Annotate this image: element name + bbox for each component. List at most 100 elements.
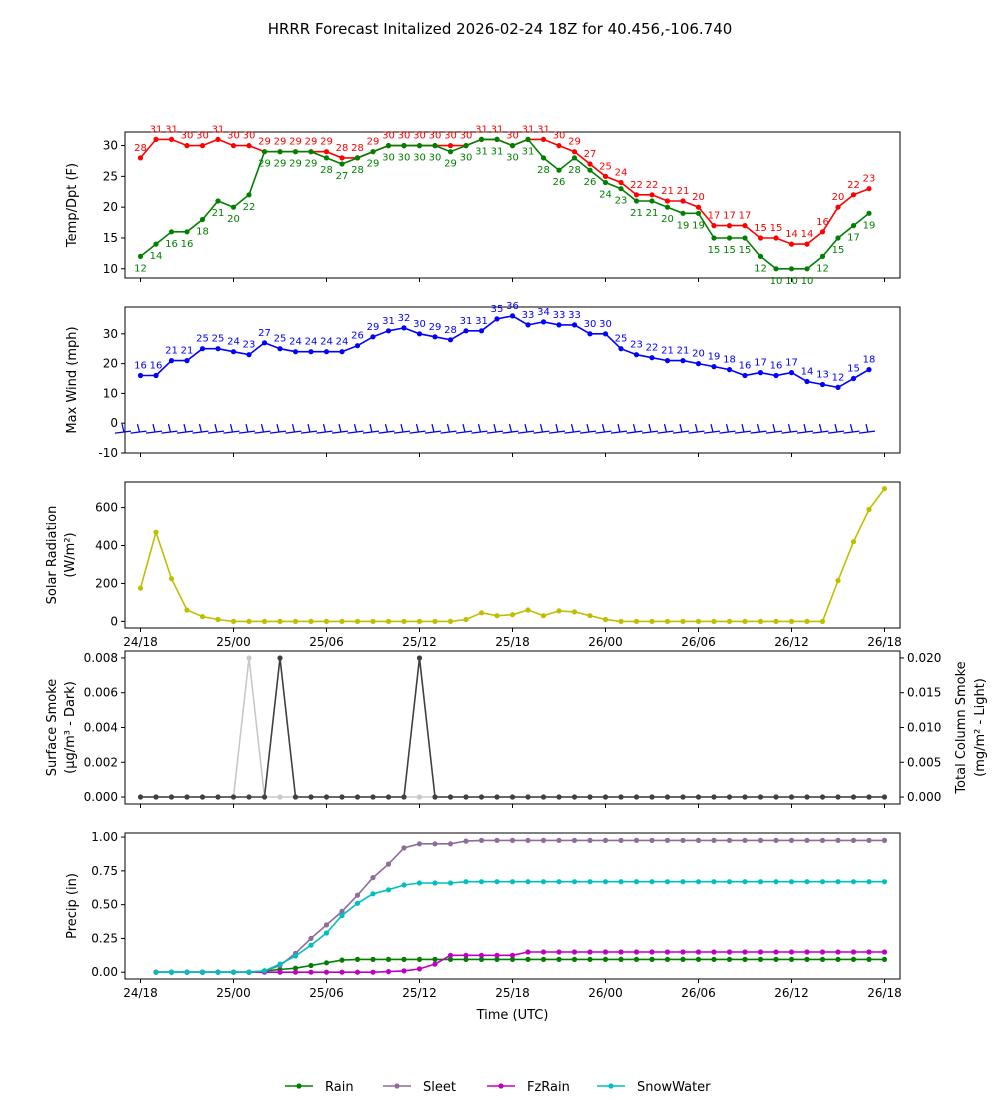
data-label: 29 <box>289 137 302 148</box>
data-point <box>416 966 423 972</box>
data-point <box>742 235 748 241</box>
wind-barb-flag <box>803 423 807 433</box>
data-point <box>463 328 469 334</box>
data-point <box>463 143 469 149</box>
legend-swatch-marker <box>498 1083 504 1089</box>
data-label: 29 <box>289 159 302 170</box>
data-point <box>587 161 593 167</box>
data-point <box>556 956 562 963</box>
data-label: 29 <box>305 159 318 170</box>
data-point <box>261 794 268 800</box>
data-label: 15 <box>832 245 845 256</box>
data-label: 18 <box>196 227 209 238</box>
y-axis-label-units: (W/m²) <box>63 532 78 577</box>
data-point <box>835 578 841 584</box>
data-point <box>649 618 655 625</box>
wind-barb-shaft <box>595 430 612 434</box>
data-point <box>850 375 857 382</box>
data-label: 31 <box>212 124 225 135</box>
wind-barb-shaft <box>564 430 581 434</box>
data-point <box>432 961 438 967</box>
data-label: 31 <box>165 124 178 135</box>
data-point <box>711 956 717 963</box>
data-point <box>432 143 438 149</box>
data-point <box>695 794 702 800</box>
data-point <box>463 616 469 623</box>
data-point <box>757 837 764 844</box>
wind-barb-flag <box>183 423 187 433</box>
wind-barb-shaft <box>812 430 829 434</box>
data-point <box>788 618 795 625</box>
data-point <box>184 607 190 613</box>
data-point <box>633 956 640 963</box>
data-label: 33 <box>568 310 581 321</box>
wind-barb-shaft <box>858 430 876 434</box>
series-line <box>140 138 870 270</box>
data-label: 30 <box>382 153 395 164</box>
data-point <box>354 900 361 906</box>
y-right-tick-label: 0.010 <box>907 721 941 735</box>
data-point <box>323 922 330 928</box>
x-tick-label: 24/18 <box>123 986 158 1000</box>
y-tick-label: 400 <box>95 539 118 553</box>
wind-barb-flag <box>663 423 668 433</box>
data-point <box>788 837 795 844</box>
data-point <box>850 192 857 198</box>
data-label: 22 <box>243 202 256 213</box>
data-point <box>587 331 593 337</box>
data-label: 30 <box>460 153 473 164</box>
data-point <box>478 328 485 334</box>
data-label: 28 <box>336 143 349 154</box>
data-point <box>804 618 810 625</box>
data-point <box>695 204 702 210</box>
data-point <box>478 879 485 885</box>
wind-barb-flag <box>725 423 730 433</box>
data-label: 27 <box>336 171 349 182</box>
data-label: 30 <box>196 131 209 142</box>
series-line <box>140 657 885 798</box>
data-point <box>246 794 252 800</box>
data-point <box>571 794 578 800</box>
data-point <box>401 794 407 800</box>
data-point <box>618 879 624 885</box>
data-point <box>664 956 671 963</box>
data-point <box>246 143 252 149</box>
data-point <box>556 837 562 844</box>
data-point <box>788 794 795 800</box>
wind-barb-shaft <box>207 430 225 434</box>
data-point <box>649 956 655 963</box>
data-point <box>726 367 733 373</box>
data-point <box>153 529 159 535</box>
data-point <box>866 879 872 885</box>
y-tick-label: 0.008 <box>84 651 118 665</box>
data-label: 21 <box>165 346 178 357</box>
data-label: 12 <box>134 263 147 274</box>
data-point <box>633 198 640 204</box>
data-point <box>277 794 283 800</box>
data-point <box>308 149 314 155</box>
data-label: 19 <box>708 352 721 363</box>
data-point <box>571 949 578 955</box>
data-point <box>370 969 376 975</box>
data-label: 30 <box>506 153 519 164</box>
wind-barb-shaft <box>843 430 860 434</box>
legend-label-fzrain: FzRain <box>527 1080 570 1095</box>
data-point <box>711 879 717 885</box>
data-point <box>773 837 779 844</box>
data-point <box>494 837 500 844</box>
wind-barb-shaft <box>827 430 845 434</box>
data-point <box>649 192 655 198</box>
wind-barb-flag <box>818 423 823 433</box>
wind-barb-shaft <box>347 430 364 434</box>
panel-precip: 0.00 0.25 0.50 0.75 1.00 24/18 25/00 25/06 25/12… <box>65 830 902 1023</box>
y-tick-label: 20 <box>103 357 118 371</box>
wind-barb-flag <box>384 423 389 433</box>
data-label: 30 <box>413 319 426 330</box>
data-point <box>447 956 454 963</box>
y-tick-label: 0.000 <box>84 790 118 804</box>
data-point <box>680 618 686 625</box>
data-point <box>587 794 593 800</box>
data-label: 21 <box>677 186 690 197</box>
